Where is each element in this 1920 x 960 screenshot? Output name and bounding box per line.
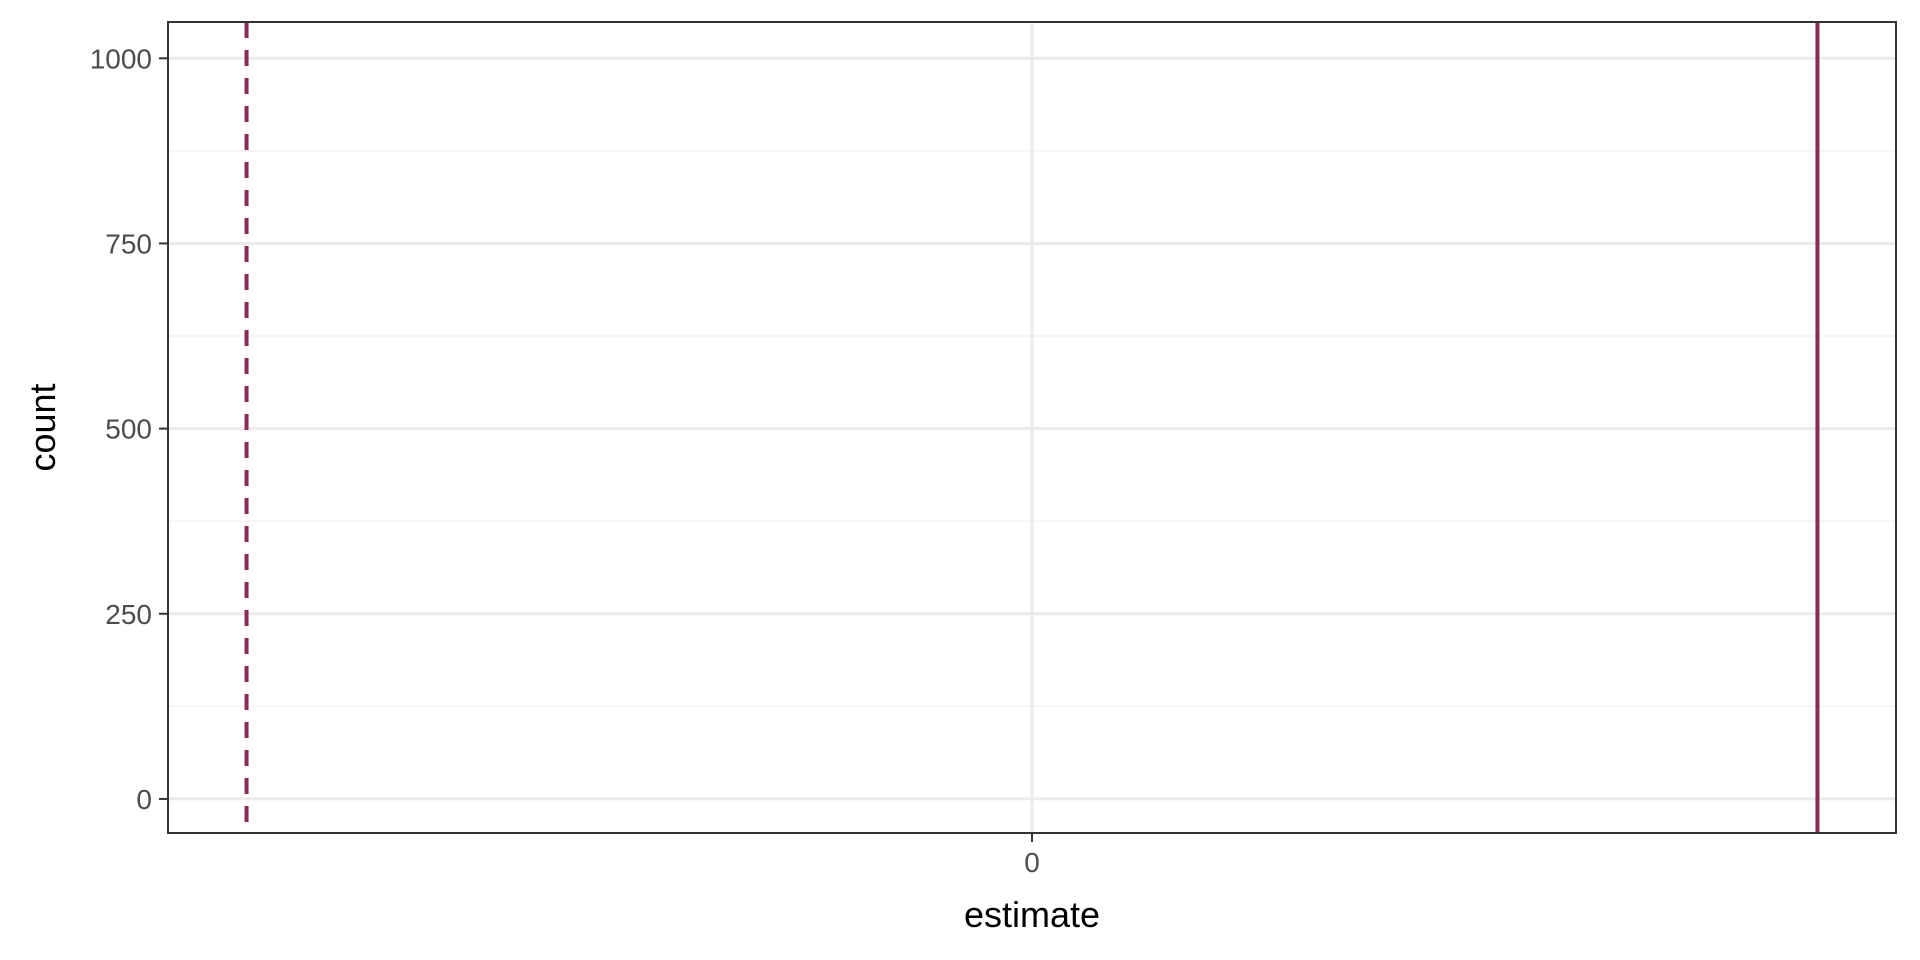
y-tick-label: 250 [105, 599, 152, 630]
y-tick-label: 0 [136, 784, 152, 815]
y-axis-title: count [22, 383, 63, 471]
y-axis: 0 250 500 750 1000 [90, 43, 168, 815]
grid-major-lines [168, 22, 1896, 833]
x-axis: 0 [1024, 833, 1040, 878]
x-tick-label: 0 [1024, 847, 1040, 878]
y-tick-label: 750 [105, 228, 152, 259]
y-tick-label: 500 [105, 414, 152, 445]
x-axis-title: estimate [964, 894, 1100, 935]
reference-lines [244, 22, 1820, 833]
y-tick-label: 1000 [90, 43, 152, 74]
